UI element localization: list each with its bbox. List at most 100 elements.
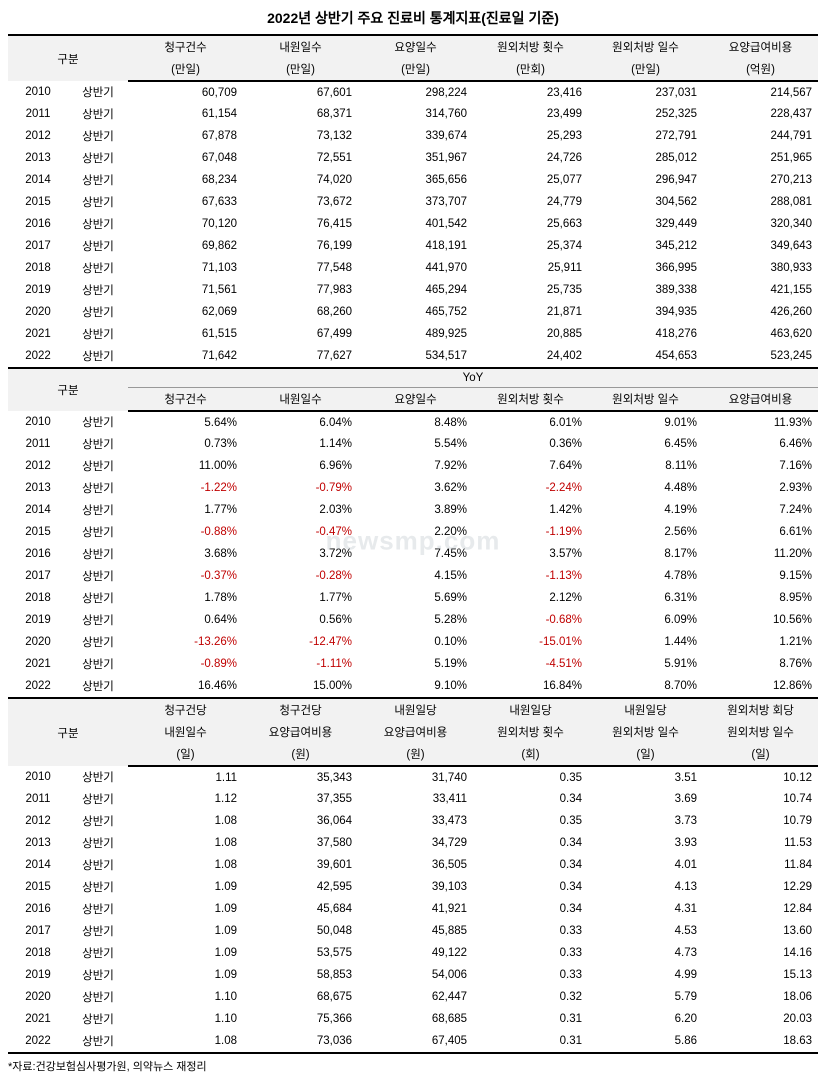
cell: 내원일당 <box>588 698 703 721</box>
cell: 320,340 <box>703 213 818 235</box>
cell: 6.01% <box>473 411 588 433</box>
cell: 0.35 <box>473 766 588 788</box>
cell: 25,663 <box>473 213 588 235</box>
cell: 상반기 <box>68 521 128 543</box>
cell: 349,643 <box>703 235 818 257</box>
cell: 0.34 <box>473 898 588 920</box>
cell: 상반기 <box>68 235 128 257</box>
cell: 2011 <box>8 788 68 810</box>
cell: 1.08 <box>128 832 243 854</box>
cell: 24,726 <box>473 147 588 169</box>
cell: 3.73 <box>588 810 703 832</box>
cell: 31,740 <box>358 766 473 788</box>
cell: 33,411 <box>358 788 473 810</box>
cell: 237,031 <box>588 81 703 103</box>
cell: 298,224 <box>358 81 473 103</box>
cell: 상반기 <box>68 876 128 898</box>
cell: 0.31 <box>473 1030 588 1053</box>
cell: 1.21% <box>703 631 818 653</box>
cell: 39,103 <box>358 876 473 898</box>
cell: 4.48% <box>588 477 703 499</box>
cell: 2019 <box>8 609 68 631</box>
cell: 252,325 <box>588 103 703 125</box>
cell: 상반기 <box>68 257 128 279</box>
cell: 내원일당 <box>358 698 473 721</box>
cell: 9.15% <box>703 565 818 587</box>
cell: 1.14% <box>243 433 358 455</box>
cell: 1.11 <box>128 766 243 788</box>
cell: 상반기 <box>68 587 128 609</box>
cell: 상반기 <box>68 854 128 876</box>
cell: 상반기 <box>68 543 128 565</box>
cell: 304,562 <box>588 191 703 213</box>
cell: -2.24% <box>473 477 588 499</box>
cell: 내원일수 <box>243 388 358 412</box>
cell: 345,212 <box>588 235 703 257</box>
cell: 71,642 <box>128 345 243 368</box>
cell: 0.32 <box>473 986 588 1008</box>
cell: 9.10% <box>358 675 473 698</box>
cell: 534,517 <box>358 345 473 368</box>
cell: 0.56% <box>243 609 358 631</box>
cell: 373,707 <box>358 191 473 213</box>
cell: 상반기 <box>68 103 128 125</box>
cell: 72,551 <box>243 147 358 169</box>
cell: 원외처방 일수 <box>588 35 703 58</box>
cell: 421,155 <box>703 279 818 301</box>
cell: 상반기 <box>68 1008 128 1030</box>
cell: (원) <box>358 743 473 766</box>
cell: 67,405 <box>358 1030 473 1053</box>
cell: 상반기 <box>68 565 128 587</box>
cell: 1.08 <box>128 1030 243 1053</box>
cell: 상반기 <box>68 920 128 942</box>
cell: 20,885 <box>473 323 588 345</box>
cell: 10.74 <box>703 788 818 810</box>
cell: 2020 <box>8 986 68 1008</box>
cell: 42,595 <box>243 876 358 898</box>
cell: 228,437 <box>703 103 818 125</box>
cell: 15.00% <box>243 675 358 698</box>
cell: 2014 <box>8 854 68 876</box>
cell: 1.09 <box>128 898 243 920</box>
cell: 24,779 <box>473 191 588 213</box>
cell: 58,853 <box>243 964 358 986</box>
cell: 0.34 <box>473 788 588 810</box>
cell: 0.34 <box>473 876 588 898</box>
cell: 상반기 <box>68 301 128 323</box>
cell: 1.08 <box>128 854 243 876</box>
cell: 10.56% <box>703 609 818 631</box>
cell: 상반기 <box>68 455 128 477</box>
cell: 3.72% <box>243 543 358 565</box>
cell: 18.06 <box>703 986 818 1008</box>
cell: 71,561 <box>128 279 243 301</box>
cell: 76,415 <box>243 213 358 235</box>
cell: 394,935 <box>588 301 703 323</box>
cell: 77,627 <box>243 345 358 368</box>
cell: 25,735 <box>473 279 588 301</box>
cell: 상반기 <box>68 81 128 103</box>
cell: 2016 <box>8 898 68 920</box>
source-note: *자료:건강보험심사평가원, 의약뉴스 재정리 <box>8 1058 818 1074</box>
cell: 523,245 <box>703 345 818 368</box>
cell: 24,402 <box>473 345 588 368</box>
cell: 23,499 <box>473 103 588 125</box>
cell: 원외처방 일수 <box>588 388 703 412</box>
cell: 36,505 <box>358 854 473 876</box>
cell: 351,967 <box>358 147 473 169</box>
cell: 288,081 <box>703 191 818 213</box>
cell: 10.79 <box>703 810 818 832</box>
cell: 441,970 <box>358 257 473 279</box>
cell: 3.69 <box>588 788 703 810</box>
cell: 2022 <box>8 345 68 368</box>
cell: 39,601 <box>243 854 358 876</box>
cell: -0.37% <box>128 565 243 587</box>
cell: 1.09 <box>128 920 243 942</box>
cell: 11.93% <box>703 411 818 433</box>
cell: (만일) <box>243 58 358 81</box>
cell: 2.56% <box>588 521 703 543</box>
cell: 50,048 <box>243 920 358 942</box>
cell: 489,925 <box>358 323 473 345</box>
cell: 상반기 <box>68 631 128 653</box>
stats-table: 구분청구건수내원일수요양일수원외처방 횟수원외처방 일수요양급여비용(만일)(만… <box>8 34 818 1054</box>
cell: 2022 <box>8 675 68 698</box>
